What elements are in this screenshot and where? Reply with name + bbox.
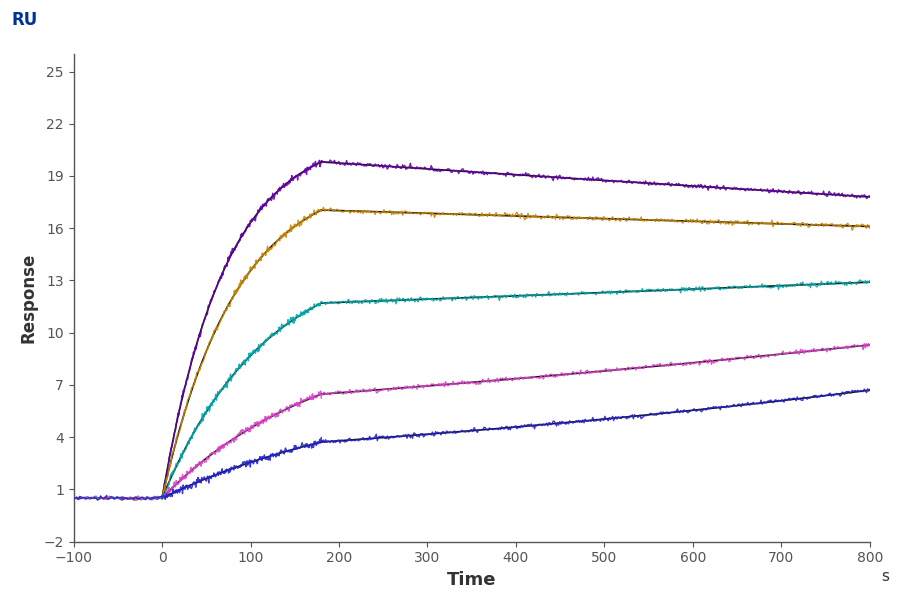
Y-axis label: Response: Response: [20, 253, 38, 343]
Text: s: s: [881, 569, 889, 584]
X-axis label: Time: Time: [447, 571, 497, 589]
Text: RU: RU: [11, 11, 38, 29]
